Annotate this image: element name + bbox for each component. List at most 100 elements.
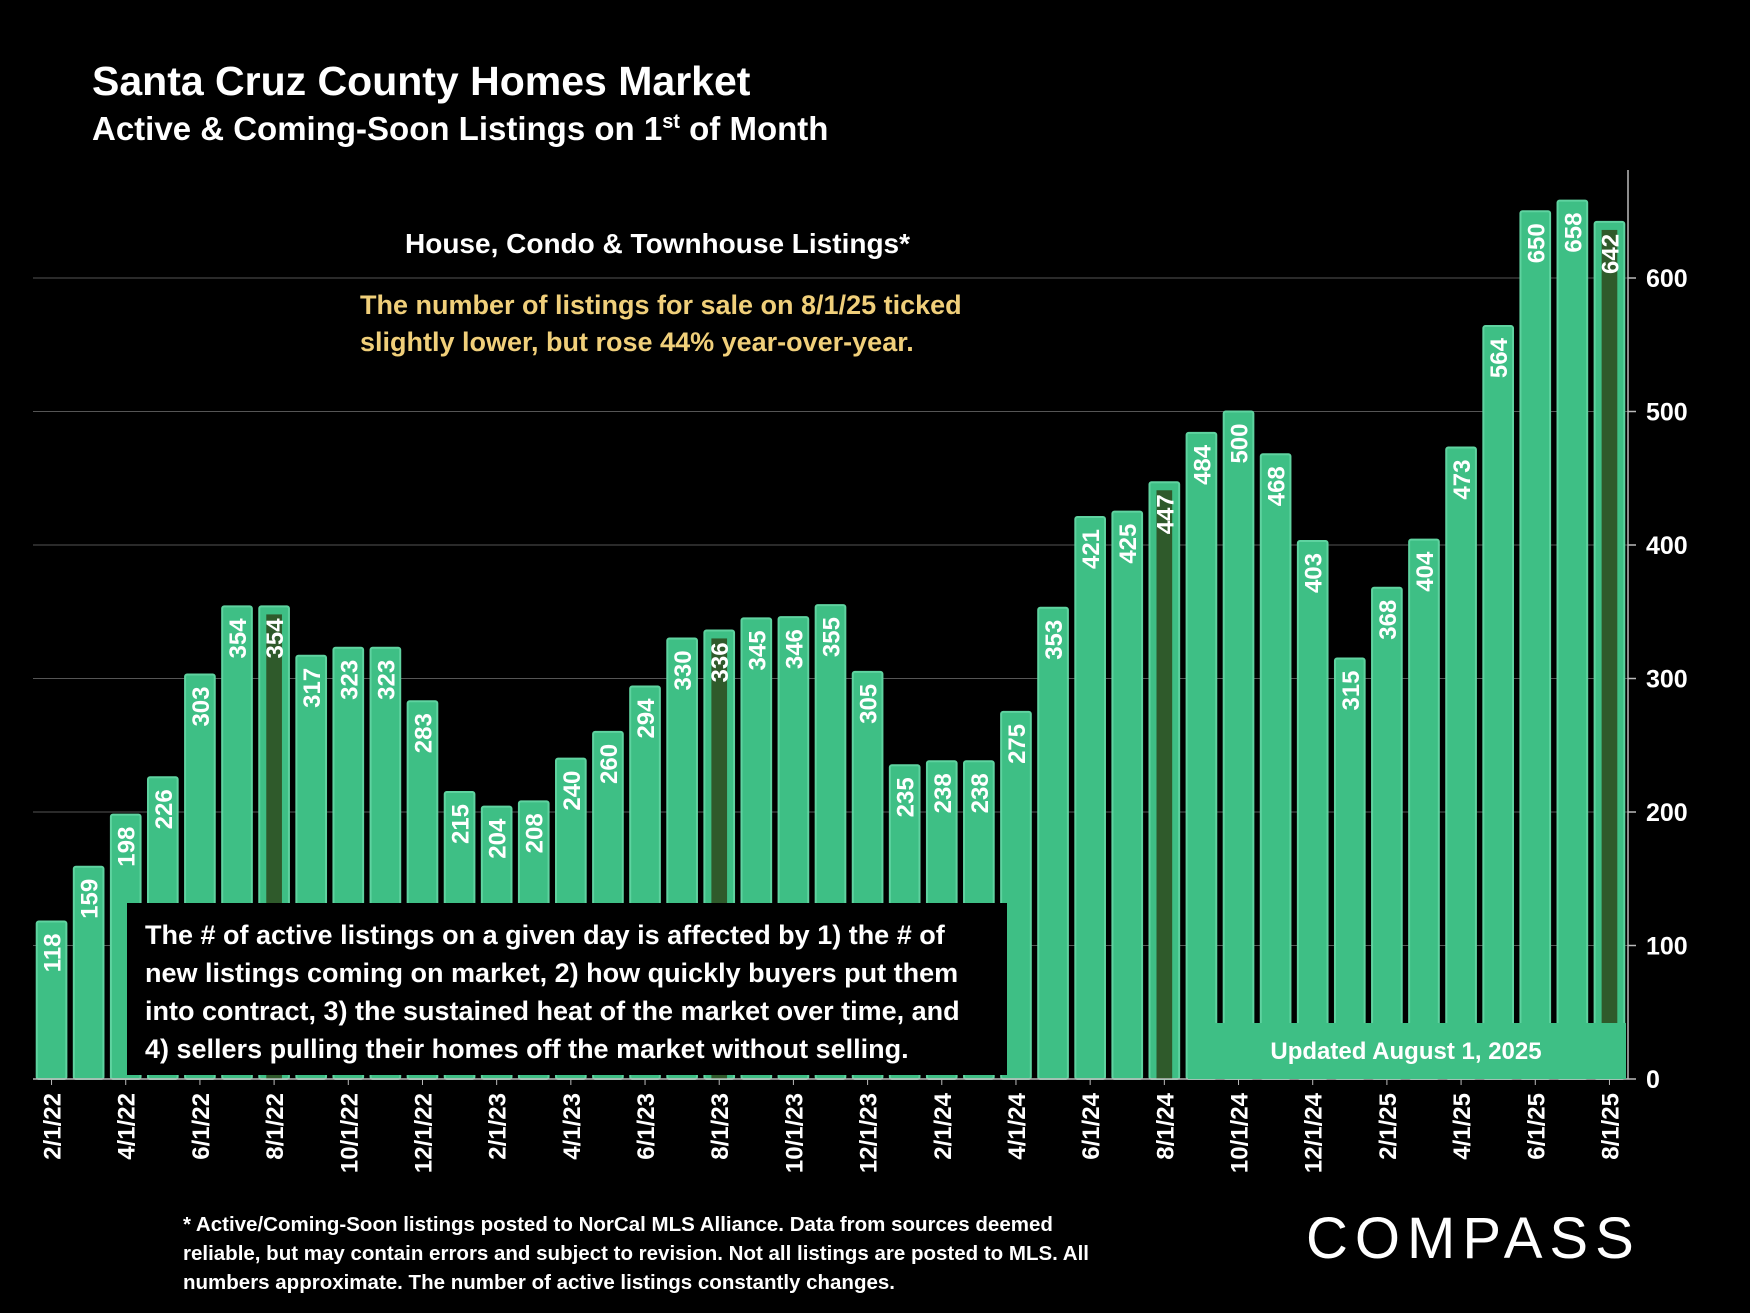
bar-highlight-8/1/25 (1601, 229, 1618, 1079)
xtick-label-4/1/24: 4/1/24 (1004, 1092, 1031, 1159)
xtick-label-12/1/22: 12/1/22 (410, 1093, 437, 1173)
xtick-label-12/1/23: 12/1/23 (856, 1093, 883, 1173)
bar-value-label-1/1/23: 215 (448, 804, 475, 844)
bar-value-label-11/1/23: 355 (819, 617, 846, 657)
bar-value-label-9/1/24: 484 (1189, 444, 1216, 485)
axes: 0 100 200 300 400 500 600 2/1/22 4/1/22 6/1/22 8/1… (33, 170, 1688, 1173)
ytick-label-100: 100 (1646, 933, 1688, 961)
footnote: * Active/Coming-Soon listings posted to … (183, 1213, 1089, 1294)
bar-value-label-7/1/22: 354 (225, 618, 252, 659)
bar-6/1/25 (1519, 210, 1552, 1080)
compass-logo: COMPASS (1306, 1206, 1641, 1271)
bar-value-label-8/1/24: 447 (1152, 494, 1179, 534)
xtick-label-2/1/25: 2/1/25 (1375, 1093, 1402, 1160)
ytick-label-500: 500 (1646, 399, 1688, 427)
bar-value-label-4/1/25: 473 (1449, 460, 1476, 500)
ytick-label-0: 0 (1646, 1066, 1660, 1094)
xtick-label-6/1/23: 6/1/23 (633, 1093, 660, 1160)
updated-label: Updated August 1, 2025 (1270, 1038, 1541, 1065)
xtick-label-2/1/23: 2/1/23 (485, 1093, 512, 1160)
xtick-label-4/1/25: 4/1/25 (1449, 1093, 1476, 1160)
xtick-label-10/1/23: 10/1/23 (781, 1093, 808, 1173)
bar-7/1/25 (1556, 199, 1589, 1080)
ytick-label-300: 300 (1646, 666, 1688, 694)
bar-value-label-2/1/25: 368 (1375, 600, 1402, 640)
xtick-label-8/1/25: 8/1/25 (1597, 1093, 1624, 1160)
bar-5/1/24 (1037, 606, 1069, 1080)
bar-10/1/24 (1222, 410, 1255, 1080)
bar-6/1/24 (1074, 515, 1106, 1080)
bar-highlight-8/1/24 (1156, 490, 1173, 1079)
bar-value-label-3/1/25: 404 (1412, 551, 1439, 592)
bar-value-label-5/1/25: 564 (1486, 337, 1513, 378)
bar-value-label-8/1/22: 354 (262, 618, 289, 659)
bar-value-label-6/1/24: 421 (1078, 529, 1105, 569)
xtick-label-12/1/24: 12/1/24 (1301, 1092, 1328, 1173)
bar-value-label-6/1/23: 294 (633, 698, 660, 739)
explanation-box (127, 903, 1007, 1075)
bar-value-label-10/1/22: 323 (336, 660, 363, 700)
bar-value-label-9/1/22: 317 (299, 668, 326, 708)
bar-value-label-3/1/23: 208 (522, 813, 549, 853)
bar-value-label-7/1/24: 425 (1115, 524, 1142, 564)
xtick-label-6/1/24: 6/1/24 (1078, 1092, 1105, 1159)
bar-value-label-2/1/23: 204 (485, 818, 512, 859)
ytick-label-200: 200 (1646, 799, 1688, 827)
bar-value-label-1/1/24: 235 (893, 777, 920, 817)
xtick-label-4/1/23: 4/1/23 (559, 1093, 586, 1160)
bar-value-label-4/1/22: 198 (114, 827, 141, 867)
bar-value-label-1/1/25: 315 (1338, 670, 1365, 710)
overlays: House, Condo & Townhouse Listings* The nu… (127, 228, 1626, 1079)
bar-2/1/25 (1371, 586, 1403, 1080)
annotation-text: The number of listings for sale on 8/1/2… (360, 290, 962, 357)
bar-value-label-7/1/23: 330 (670, 650, 697, 690)
explanation-text: The # of active listings on a given day … (145, 920, 960, 1064)
xtick-label-8/1/23: 8/1/23 (707, 1093, 734, 1160)
bar-12/1/24 (1296, 539, 1329, 1080)
bar-value-label-3/1/24: 238 (967, 773, 994, 813)
bar-value-label-8/1/25: 642 (1597, 234, 1624, 274)
chart-subtitle: Active & Coming-Soon Listings on 1st of … (92, 110, 828, 148)
bar-3/1/25 (1408, 538, 1440, 1080)
ytick-label-400: 400 (1646, 532, 1688, 560)
updated-box (1188, 1023, 1626, 1079)
subtitle-end: of Month (679, 110, 829, 147)
legend-series-title: House, Condo & Townhouse Listings* (405, 228, 910, 259)
bar-value-label-8/1/23: 336 (707, 642, 734, 682)
bar-value-label-6/1/22: 303 (188, 686, 215, 726)
subtitle-superscript: st (662, 111, 680, 133)
bar-7/1/24 (1111, 510, 1144, 1080)
bar-labels: 118 159 198 226 303 354 354 317 323 323 283 215 204 2… (40, 213, 1625, 973)
xtick-label-6/1/22: 6/1/22 (188, 1093, 215, 1160)
ytick-label-600: 600 (1646, 265, 1688, 293)
bar-value-label-5/1/22: 226 (151, 789, 178, 829)
bar-value-label-3/1/22: 159 (77, 879, 104, 919)
subtitle-main: Active & Coming-Soon Listings on 1 (92, 110, 663, 147)
xtick-label-8/1/24: 8/1/24 (1152, 1092, 1179, 1159)
bar-value-label-4/1/24: 275 (1004, 724, 1031, 764)
chart-title: Santa Cruz County Homes Market (92, 58, 751, 104)
bar-11/1/24 (1259, 453, 1292, 1081)
bar-value-label-6/1/25: 650 (1523, 223, 1550, 263)
bar-value-label-9/1/23: 345 (744, 630, 771, 670)
xtick-label-2/1/22: 2/1/22 (40, 1093, 67, 1160)
bar-value-label-2/1/24: 238 (930, 773, 957, 813)
xtick-label-10/1/22: 10/1/22 (336, 1093, 363, 1173)
bar-value-label-11/1/24: 468 (1264, 466, 1291, 506)
bar-value-label-10/1/23: 346 (781, 629, 808, 669)
bar-value-label-7/1/25: 658 (1560, 213, 1587, 253)
xtick-label-4/1/22: 4/1/22 (114, 1093, 141, 1160)
bar-9/1/24 (1185, 431, 1218, 1080)
xtick-label-8/1/22: 8/1/22 (262, 1093, 289, 1160)
bar-value-label-11/1/22: 323 (373, 660, 400, 700)
xtick-label-6/1/25: 6/1/25 (1523, 1093, 1550, 1160)
bar-5/1/25 (1482, 325, 1515, 1080)
bar-value-label-12/1/23: 305 (856, 684, 883, 724)
bar-value-label-12/1/22: 283 (410, 713, 437, 753)
bar-value-label-2/1/22: 118 (40, 933, 67, 972)
bar-value-label-10/1/24: 500 (1227, 424, 1254, 464)
xtick-label-10/1/24: 10/1/24 (1227, 1092, 1254, 1173)
bar-4/1/25 (1445, 446, 1477, 1081)
bar-1/1/25 (1333, 657, 1366, 1080)
